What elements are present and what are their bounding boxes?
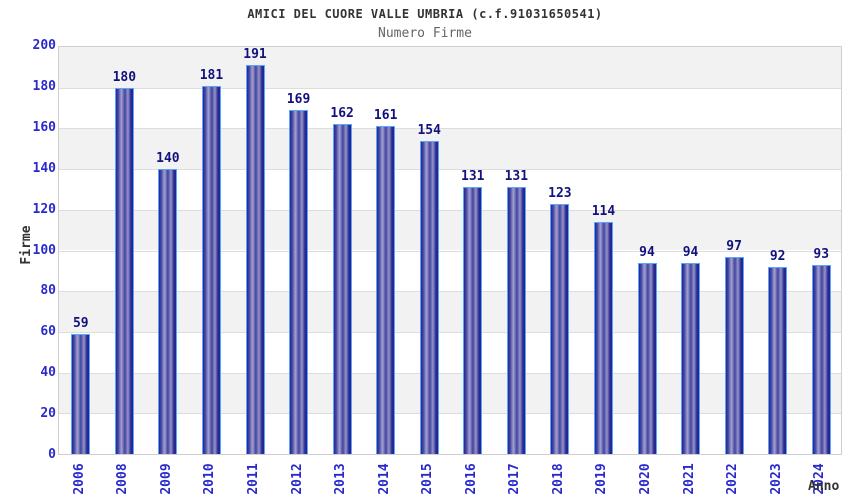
bar-2016 [463,187,483,454]
x-tick-2014: 2014 [376,463,392,495]
bar-value-label: 114 [591,204,616,220]
plot-area: 59 180 140 181 191 169 162 161 154 131 131 123 114 94… [58,46,842,455]
bar-value-label: 162 [330,106,354,122]
bar-2023 [768,266,788,454]
bar-value-label: 180 [112,69,137,85]
bar-2013 [332,124,352,454]
plot-band [59,413,841,454]
x-tick-2019: 2019 [594,463,610,495]
plot-band [59,291,841,332]
y-tick-120: 120 [32,201,56,217]
y-tick-100: 100 [32,242,56,258]
x-tick-2016: 2016 [463,463,479,495]
bar-2006 [71,333,91,454]
x-tick-2013: 2013 [333,463,349,495]
bar-2021 [681,262,701,454]
bar-2012 [289,110,309,454]
x-tick-2021: 2021 [681,463,697,495]
y-tick-40: 40 [40,365,56,381]
x-tick-2022: 2022 [725,463,741,495]
bar-value-label: 161 [373,108,398,124]
plot-band [59,372,841,414]
plot-band [59,128,841,170]
x-tick-2008: 2008 [115,463,131,495]
bar-value-label: 131 [461,169,485,185]
plot-band [59,47,841,88]
bar-2010 [201,85,221,454]
x-tick-2020: 2020 [638,463,653,495]
bar-2017 [506,187,526,454]
bar-2018 [550,203,570,454]
bar-2008 [114,87,134,454]
bar-value-label: 94 [682,244,699,260]
x-tick-2009: 2009 [158,463,174,495]
bar-2014 [376,126,396,454]
y-tick-140: 140 [32,160,56,176]
bar-value-label: 97 [726,238,742,254]
bar-value-label: 92 [769,248,786,264]
x-tick-2006: 2006 [71,463,87,495]
x-tick-2023: 2023 [768,463,784,495]
x-tick-2018: 2018 [550,463,566,495]
y-tick-160: 160 [32,119,56,135]
bar-2022 [724,256,744,454]
y-tick-0: 0 [48,447,56,462]
x-tick-2010: 2010 [202,463,218,495]
bar-2020 [637,262,657,454]
plot-band [59,209,841,251]
x-tick-2017: 2017 [507,463,523,495]
plot-band [59,250,841,292]
y-tick-80: 80 [40,283,56,299]
bar-2024 [811,264,831,454]
bar-2019 [593,222,613,454]
bar-value-label: 123 [548,185,572,201]
bar-value-label: 169 [286,92,311,108]
bar-2011 [245,65,265,454]
x-tick-2011: 2011 [246,463,261,495]
chart-subtitle: Numero Firme [378,26,472,41]
x-axis-title: Anno [808,479,840,494]
bar-value-label: 154 [417,122,441,138]
bar-value-label: 59 [72,315,89,331]
bar-value-label: 191 [243,47,267,63]
plot-band [59,87,841,129]
plot-band [59,169,841,210]
x-tick-2012: 2012 [289,463,305,495]
bar-value-label: 181 [199,67,224,83]
y-tick-180: 180 [32,78,56,94]
bar-value-label: 131 [504,169,529,185]
y-tick-200: 200 [32,38,56,53]
bar-2009 [158,169,178,454]
bar-value-label: 94 [639,244,655,260]
y-tick-60: 60 [40,324,56,340]
chart-title: AMICI DEL CUORE VALLE UMBRIA (c.f.910316… [247,7,603,21]
bar-value-label: 93 [813,246,830,262]
bar-value-label: 140 [156,151,180,167]
plot-band [59,331,841,373]
bar-2015 [419,140,439,454]
x-tick-2015: 2015 [420,463,436,495]
y-tick-20: 20 [40,406,56,422]
